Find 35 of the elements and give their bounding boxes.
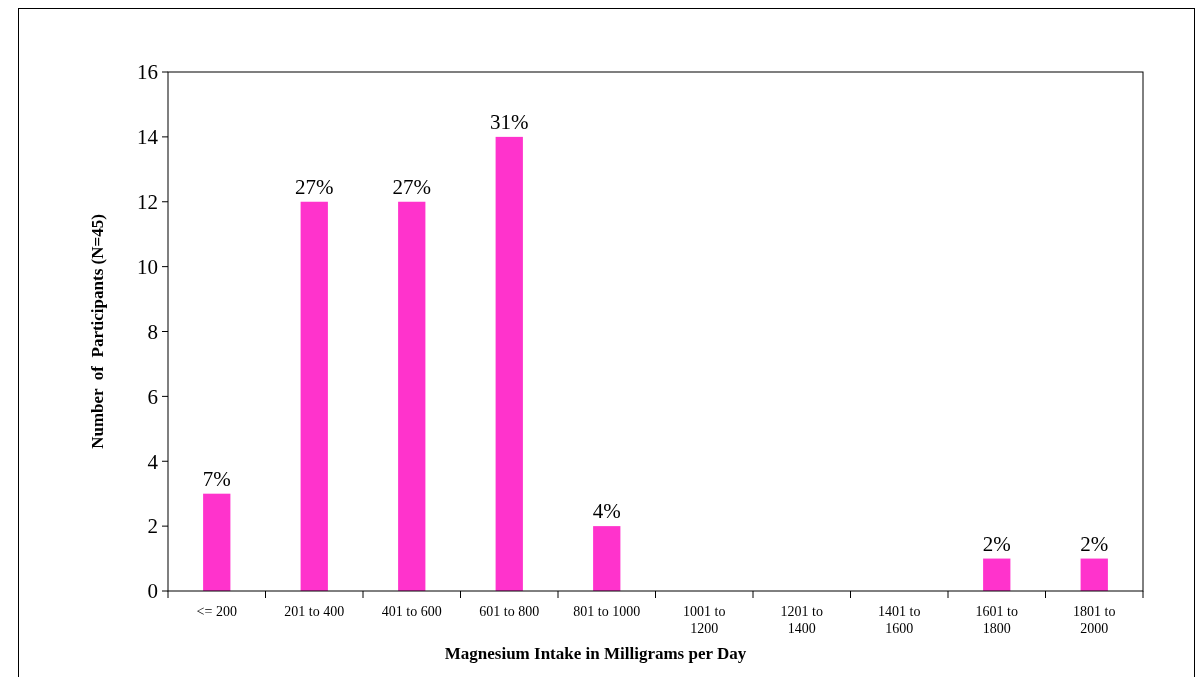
x-tick-label: 1201 to 1400 (780, 604, 823, 636)
bar (398, 201, 426, 591)
x-tick-label: 201 to 400 (284, 604, 345, 619)
x-tick-label: 601 to 800 (479, 604, 540, 619)
y-tick-label: 12 (137, 190, 158, 215)
bar (983, 558, 1011, 591)
y-tick-label: 6 (147, 384, 158, 409)
y-axis-title: Number of Participants (N=45) (88, 214, 107, 449)
y-tick-label: 16 (137, 60, 158, 85)
x-tick-label: 801 to 1000 (573, 604, 641, 619)
bar (300, 201, 328, 591)
bar (203, 493, 231, 591)
annotation: 31% (490, 109, 529, 134)
bar (495, 136, 523, 591)
annotation: 27% (392, 174, 431, 199)
annotation: 2% (1080, 531, 1109, 556)
x-tick-label: <= 200 (196, 604, 237, 619)
y-tick-label: 10 (137, 254, 158, 279)
y-tick-label: 14 (137, 125, 159, 150)
x-tick-label: 401 to 600 (381, 604, 442, 619)
annotation: 4% (592, 499, 621, 524)
y-tick-label: 2 (147, 514, 158, 539)
y-tick-label: 4 (147, 449, 159, 474)
annotation: 2% (982, 531, 1011, 556)
x-axis-title: Magnesium Intake in Milligrams per Day (444, 644, 747, 663)
annotation: 27% (295, 174, 334, 199)
bar (1080, 558, 1108, 591)
bar (593, 526, 621, 591)
x-tick-label: 1601 to 1800 (975, 604, 1018, 636)
x-tick-label: 1801 to 2000 (1073, 604, 1116, 636)
annotation: 7% (202, 466, 231, 491)
x-tick-label: 1401 to 1600 (878, 604, 921, 636)
y-tick-label: 8 (147, 319, 158, 344)
y-tick-label: 0 (147, 579, 158, 604)
x-tick-label: 1001 to 1200 (683, 604, 726, 636)
